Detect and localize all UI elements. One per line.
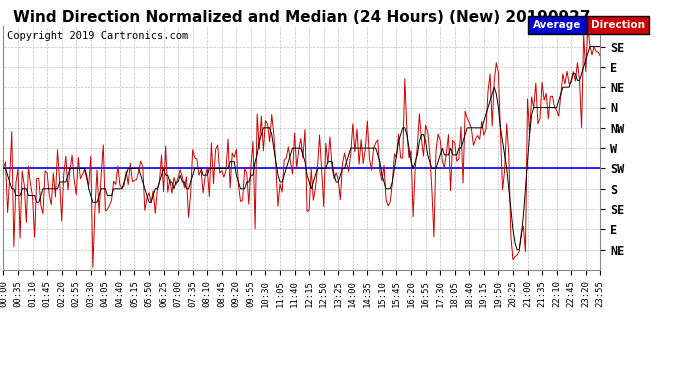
Text: Direction: Direction	[591, 20, 644, 30]
Text: Average: Average	[533, 20, 582, 30]
Text: Copyright 2019 Cartronics.com: Copyright 2019 Cartronics.com	[7, 32, 188, 41]
Title: Wind Direction Normalized and Median (24 Hours) (New) 20190927: Wind Direction Normalized and Median (24…	[13, 10, 591, 25]
